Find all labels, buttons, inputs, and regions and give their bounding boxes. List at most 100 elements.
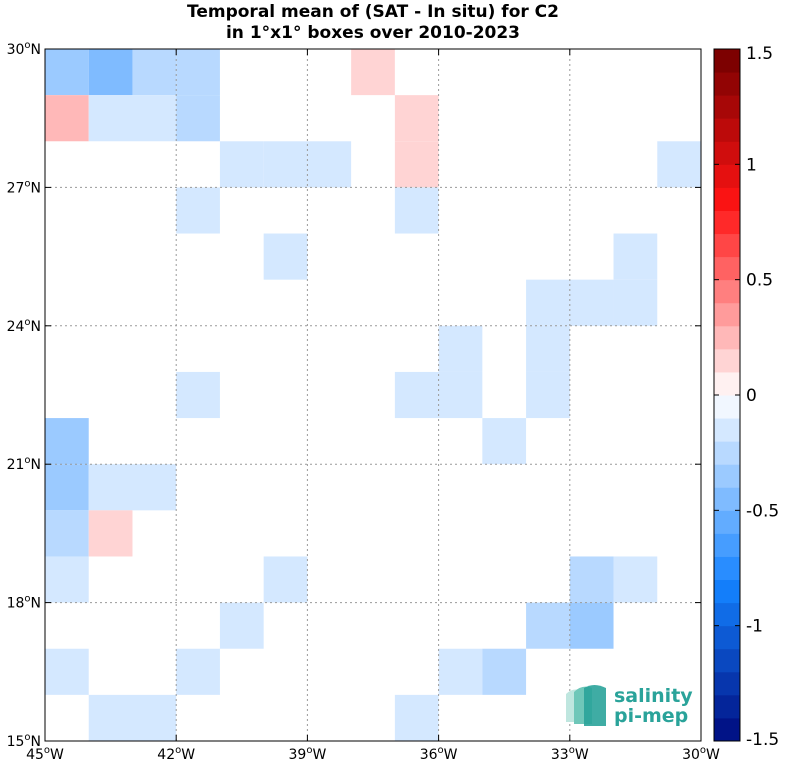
heatmap-cell [438, 325, 483, 372]
colorbar-segment [714, 418, 740, 442]
heatmap-cell [176, 95, 220, 142]
heatmap-cell [526, 602, 570, 649]
heatmap-cell [438, 648, 483, 695]
lat-tick-label: 15oN [7, 732, 41, 750]
latitude-axis: 15oN 18oN 21oN 24oN 27oN 30oN [7, 40, 701, 750]
colorbar-segment [714, 717, 740, 742]
colorbar-tick-label: 1 [746, 155, 757, 175]
colorbar-segment [714, 510, 740, 534]
heatmap-cell [482, 648, 527, 695]
heatmap-cell [613, 233, 658, 280]
heatmap-cell [263, 141, 308, 188]
colorbar-segment [714, 210, 740, 235]
colorbar-segment [714, 441, 740, 465]
lon-tick-label: 45oW [26, 745, 64, 763]
colorbar-segment [714, 348, 740, 373]
heatmap-cell [45, 464, 89, 511]
heatmap-cell [45, 95, 89, 142]
colorbar-segment [714, 556, 740, 581]
lon-tick-label: 36oW [420, 745, 458, 763]
logo-text-pi-mep: pi-mep [614, 705, 688, 727]
colorbar-segment [714, 602, 740, 627]
colorbar-segment [714, 533, 740, 557]
colorbar-segment [714, 648, 740, 673]
heatmap-cell [482, 418, 527, 465]
colorbar-tick-label: 1.5 [746, 44, 773, 64]
colorbar-segment [714, 233, 740, 258]
heatmap-cell [526, 325, 570, 372]
colorbar-segment [714, 49, 740, 73]
colorbar-segment [714, 395, 740, 419]
colorbar-segment [714, 302, 740, 327]
heatmap-cell [45, 49, 89, 96]
lon-tick-label: 33oW [551, 745, 589, 763]
heatmap-cell [526, 279, 570, 326]
wave-logo-icon [566, 685, 606, 726]
heatmap-cell [45, 556, 89, 603]
title-line-1: Temporal mean of (SAT - In situ) for C2 [187, 2, 559, 22]
longitude-axis: 45oW 42oW 39oW 36oW 33oW 30oW [26, 49, 720, 763]
colorbar-segment [714, 279, 740, 304]
colorbar-segment [714, 625, 740, 650]
heatmap-cell [88, 464, 133, 511]
salinity-pi-mep-logo: salinity pi-mep [566, 685, 693, 727]
heatmap-cell [394, 95, 439, 142]
logo-text-salinity: salinity [614, 685, 693, 707]
colorbar-segment [714, 95, 740, 119]
colorbar-segment [714, 187, 740, 211]
heatmap-cell [88, 694, 133, 741]
heatmap-cell [132, 694, 177, 741]
colorbar-segment [714, 72, 740, 96]
colorbar-segment [714, 487, 740, 511]
heatmap-cell [657, 141, 701, 188]
heatmap-cell [45, 418, 89, 465]
heatmap-cell [613, 279, 658, 326]
heatmap-cell [176, 648, 220, 695]
heatmap-cell [394, 694, 439, 741]
colorbar-segment [714, 579, 740, 604]
lat-tick-label: 30oN [7, 40, 41, 58]
colorbar-ticks: 1.5 1 0.5 0 -0.5 -1 -1.5 [714, 44, 779, 750]
heatmap-cell [45, 510, 89, 557]
heatmap-cell [394, 371, 439, 419]
lon-tick-label: 39oW [289, 745, 327, 763]
heatmap-cell [176, 187, 220, 234]
title-line-2: in 1°x1° boxes over 2010-2023 [226, 23, 520, 43]
heatmap-cell [176, 371, 220, 419]
heatmap-cell [263, 556, 308, 603]
colorbar-tick-label: -0.5 [746, 501, 779, 521]
colorbar-segment [714, 325, 740, 350]
heatmap-cells [45, 49, 701, 741]
colorbar-tick-label: 0.5 [746, 271, 773, 291]
heatmap-cell [351, 49, 395, 96]
heatmap-cell [176, 49, 220, 96]
heatmap-cell [569, 602, 614, 649]
heatmap-cell [394, 141, 439, 188]
heatmap-cell [438, 371, 483, 419]
heatmap-cell [88, 49, 133, 96]
colorbar-tick-label: -1.5 [746, 730, 779, 750]
colorbar-segment [714, 371, 740, 396]
heatmap-cell [88, 95, 133, 142]
heatmap-cell [45, 648, 89, 695]
colorbar-segment [714, 694, 740, 719]
heatmap-cell [613, 556, 658, 603]
heatmap-cell [132, 49, 177, 96]
heatmap-cell [219, 602, 264, 649]
colorbar-tick-label: -1 [746, 617, 763, 637]
lat-tick-label: 24oN [7, 317, 41, 335]
lon-tick-label: 30oW [682, 745, 720, 763]
heatmap-cell [132, 464, 177, 511]
heatmap-cell [132, 95, 177, 142]
heatmap-cell [526, 371, 570, 419]
colorbar-tick-label: 0 [746, 386, 757, 406]
heatmap-cell [307, 141, 352, 188]
lon-tick-label: 42oW [157, 745, 195, 763]
heatmap-cell [569, 279, 614, 326]
map-gridlines [45, 49, 701, 741]
colorbar-segment [714, 671, 740, 696]
lat-tick-label: 21oN [7, 455, 41, 473]
colorbar [714, 49, 740, 742]
heatmap-cell [263, 233, 308, 280]
